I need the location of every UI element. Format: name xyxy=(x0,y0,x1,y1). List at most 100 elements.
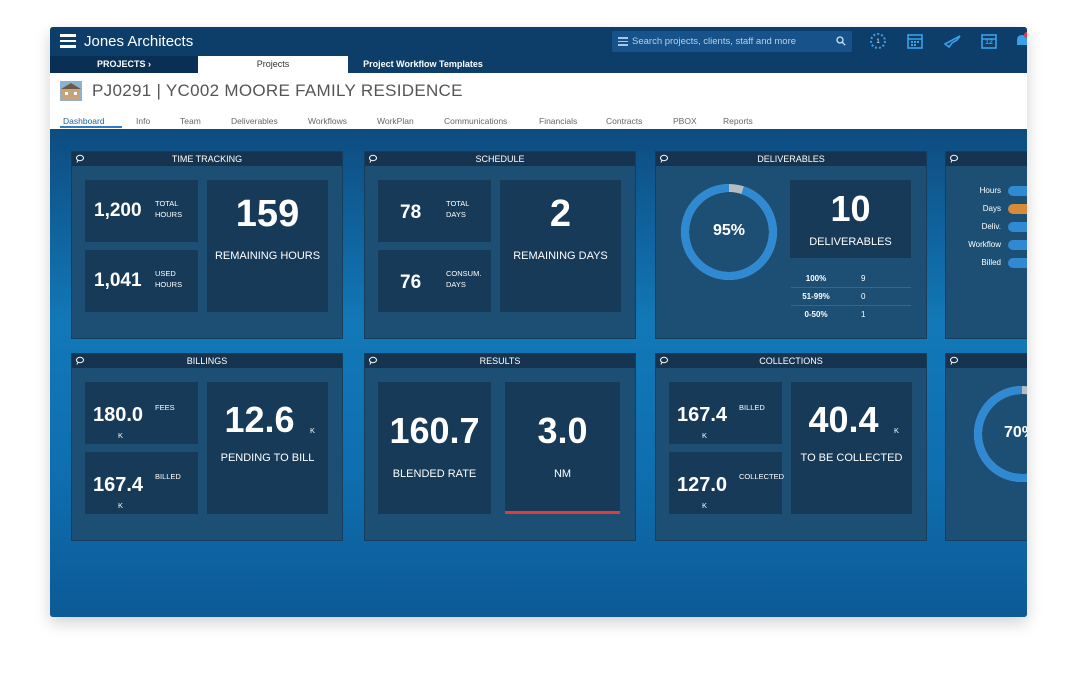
used-hours-label: USED HOURS xyxy=(155,269,183,289)
calendar-day-icon[interactable]: 12 xyxy=(979,31,999,51)
panel-header: SCHEDULE xyxy=(365,152,635,166)
to-be-collected-label: TO BE COLLECTED xyxy=(800,452,903,464)
comment-icon[interactable] xyxy=(368,356,378,366)
tab-deliverables[interactable]: Deliverables xyxy=(231,116,278,126)
panel-header xyxy=(946,152,1027,166)
comment-icon[interactable] xyxy=(75,356,85,366)
tab-info[interactable]: Info xyxy=(136,116,151,126)
search-icon[interactable] xyxy=(836,36,846,46)
deliverables-count-tile: 10 DELIVERABLES xyxy=(790,180,911,258)
donut-progress xyxy=(974,386,1027,482)
table-row: 0-50% 1 xyxy=(791,306,911,324)
total-hours-tile: 1,200 TOTAL HOURS xyxy=(85,180,198,242)
billed-tile: 167.4 BILLED K xyxy=(85,452,198,514)
deliverables-breakdown: 100% 9 51-99% 0 0-50% 1 xyxy=(791,270,911,324)
comment-icon[interactable] xyxy=(75,154,85,164)
plane-icon[interactable] xyxy=(943,31,963,51)
deliverables-panel: DELIVERABLES 95% 10 DELIVERABLES 100% 9 5… xyxy=(655,151,927,339)
total-days-tile: 78 TOTAL DAYS xyxy=(378,180,491,242)
collections-billed-tile: 167.4 BILLED K xyxy=(669,382,782,444)
total-days-label: TOTAL DAYS xyxy=(446,199,470,219)
comment-icon[interactable] xyxy=(949,356,959,366)
tab-dashboard[interactable]: Dashboard xyxy=(63,116,105,126)
consumed-days-tile: 76 CONSUM. DAYS xyxy=(378,250,491,312)
remaining-days-tile: 2 REMAINING DAYS xyxy=(500,180,621,312)
nm-label: NM xyxy=(553,468,572,480)
blended-rate-value: 160.7 xyxy=(389,410,480,451)
nm-tile: 3.0 NM xyxy=(505,382,620,514)
nm-value: 3.0 xyxy=(537,410,588,451)
progress-bar xyxy=(1008,222,1027,232)
app-window: Jones Architects 1 12 PROJECTS › Project… xyxy=(50,27,1027,617)
remaining-hours-tile: 159 REMAINING HOURS xyxy=(207,180,328,312)
panel-title: RESULTS xyxy=(479,356,521,366)
progress-bar xyxy=(1008,240,1027,250)
billed-value: 167.4 xyxy=(93,474,144,496)
comment-icon[interactable] xyxy=(659,154,669,164)
pending-value: 12.6 xyxy=(224,399,295,440)
svg-text:1: 1 xyxy=(876,39,880,45)
comment-icon[interactable] xyxy=(659,356,669,366)
collections-billed-label: BILLED xyxy=(739,403,765,412)
progress-bar xyxy=(1008,258,1027,268)
time-tracking-panel: TIME TRACKING 1,200 TOTAL HOURS 1,041 US… xyxy=(71,151,343,339)
dashboard-area: TIME TRACKING 1,200 TOTAL HOURS 1,041 US… xyxy=(50,129,1027,617)
global-search[interactable] xyxy=(612,31,852,52)
billings-panel: BILLINGS 180.0 FEES K 167.4 BILLED K 12.… xyxy=(71,353,343,541)
fees-label: FEES xyxy=(155,403,175,412)
calendar-icon[interactable] xyxy=(905,31,925,51)
page-title: PJ0291 | YC002 MOORE FAMILY RESIDENCE xyxy=(92,81,463,100)
panel-header: BILLINGS xyxy=(72,354,342,368)
active-tab-indicator xyxy=(60,126,122,128)
table-row: 100% 9 xyxy=(791,270,911,288)
blended-rate-label: BLENDED RATE xyxy=(392,468,477,480)
deliverables-percent: 95% xyxy=(712,222,746,239)
summary-donut-panel: 70% xyxy=(945,353,1027,541)
donut-progress xyxy=(681,184,777,280)
top-bar: Jones Architects 1 12 xyxy=(50,27,1027,56)
collected-value: 127.0 xyxy=(677,474,728,496)
unit-k: K xyxy=(118,431,124,440)
nav-row: PROJECTS › Projects Project Workflow Tem… xyxy=(50,56,1027,73)
used-hours-tile: 1,041 USED HOURS xyxy=(85,250,198,312)
fees-tile: 180.0 FEES K xyxy=(85,382,198,444)
tab-project-workflow-templates[interactable]: Project Workflow Templates xyxy=(363,59,483,69)
project-thumbnail[interactable] xyxy=(60,81,82,101)
legend-item: Hours xyxy=(979,186,1001,195)
tab-pbox[interactable]: PBOX xyxy=(673,116,697,126)
tab-communications[interactable]: Communications xyxy=(444,116,508,126)
tab-workflows[interactable]: Workflows xyxy=(308,116,348,126)
schedule-panel: SCHEDULE 78 TOTAL DAYS 76 CONSUM. DAYS 2… xyxy=(364,151,636,339)
tab-financials[interactable]: Financials xyxy=(539,116,578,126)
consumed-days-value: 76 xyxy=(400,272,422,293)
tab-projects[interactable]: Projects xyxy=(198,56,348,73)
comment-icon[interactable] xyxy=(368,154,378,164)
loading-timer-icon[interactable]: 1 xyxy=(868,31,888,51)
tab-workplan[interactable]: WorkPlan xyxy=(377,116,414,126)
breakdown-key: 51-99% xyxy=(802,292,830,301)
to-be-collected-value: 40.4 xyxy=(808,399,879,440)
panel-header: RESULTS xyxy=(365,354,635,368)
progress-bars xyxy=(1008,182,1027,274)
total-hours-label: TOTAL HOURS xyxy=(155,199,183,219)
legend-item: Deliv. xyxy=(981,222,1001,231)
search-input[interactable] xyxy=(632,33,832,50)
panel-title: SCHEDULE xyxy=(475,154,525,164)
bell-icon[interactable] xyxy=(1012,31,1027,51)
panel-title: BILLINGS xyxy=(186,356,228,366)
panel-title: DELIVERABLES xyxy=(757,154,825,164)
tab-contracts[interactable]: Contracts xyxy=(606,116,643,126)
progress-bar xyxy=(1008,186,1027,196)
tab-team[interactable]: Team xyxy=(180,116,201,126)
tab-reports[interactable]: Reports xyxy=(723,116,753,126)
collected-label: COLLECTED xyxy=(739,472,785,481)
breakdown-key: 100% xyxy=(805,274,827,283)
legend-item: Workflow xyxy=(968,240,1001,249)
projects-menu-button[interactable]: PROJECTS › xyxy=(50,56,198,73)
to-be-collected-tile: 40.4 K TO BE COLLECTED xyxy=(791,382,912,514)
comment-icon[interactable] xyxy=(949,154,959,164)
search-menu-icon xyxy=(618,37,628,46)
hamburger-menu-icon[interactable] xyxy=(60,34,76,48)
collected-tile: 127.0 COLLECTED K xyxy=(669,452,785,514)
app-title: Jones Architects xyxy=(84,33,194,50)
